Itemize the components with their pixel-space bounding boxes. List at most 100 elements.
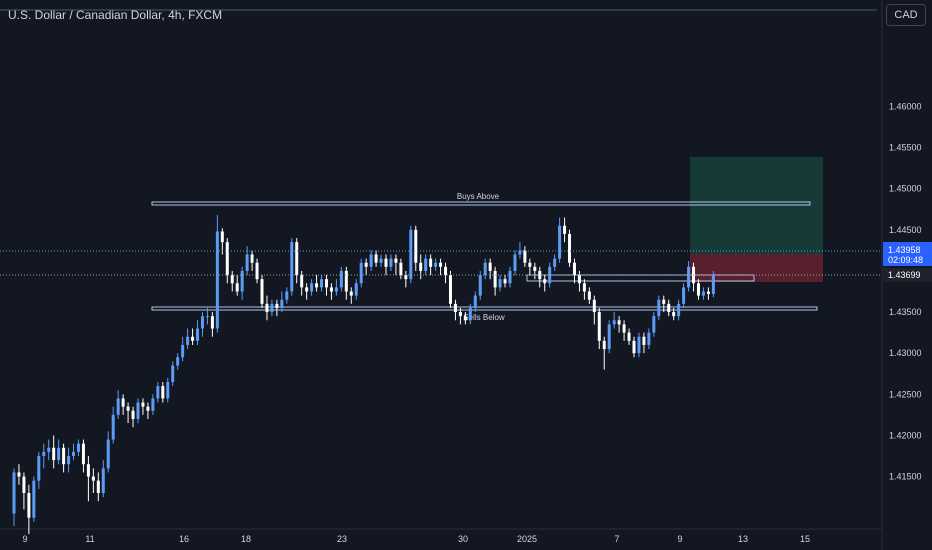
candle-body [196,328,200,341]
candle-body [186,336,190,345]
candle-body [250,254,254,263]
candle-body [17,472,21,477]
candle-body [22,476,26,493]
time-tick-label: 11 [85,534,94,544]
candle-body [176,357,180,366]
candle-body [106,439,110,469]
time-tick-label: 16 [179,534,189,544]
candle-body [220,231,224,243]
candle-body [72,451,76,456]
candle-body [523,250,527,263]
candle-body [597,312,601,341]
candle-body [280,299,284,308]
candle-body [553,258,557,267]
price-tick-label: 1.41500 [889,472,922,482]
candle-body [399,262,403,276]
candle-body [81,443,85,465]
level-price-badge [883,268,932,282]
candle-body [483,262,487,276]
candle-body [96,480,100,493]
candle-body [52,447,56,461]
candle-body [488,262,492,271]
candle-body [458,312,462,317]
currency-button[interactable]: CAD [886,4,926,26]
candle-body [215,231,219,329]
candle-body [12,472,16,514]
candle-body [151,398,155,411]
candle-body [156,386,160,399]
candle-body [57,447,61,461]
candle-body [161,386,165,399]
candle-body [498,279,502,288]
candle-body [453,303,457,313]
candle-body [434,262,438,267]
candle-body [632,340,636,354]
candle-body [136,402,140,419]
candle-body [478,275,482,296]
candle-body [429,258,433,267]
candle-body [364,262,368,267]
candle-body [42,451,46,456]
candle-body [121,398,125,407]
candle-body [369,254,373,267]
candle-body [682,287,686,304]
sells-below-label: Sells Below [463,313,505,322]
candle-body [359,262,363,284]
candle-body [503,279,507,284]
candle-body [111,414,115,440]
candle-body [324,279,328,288]
candle-body [334,287,338,292]
time-tick-label: 7 [614,534,619,544]
support-box[interactable] [526,274,755,282]
candle-body [116,398,120,415]
last-price-badge [883,242,932,266]
candle-body [572,262,576,276]
candle-body [270,303,274,313]
candle-body [290,242,294,292]
candle-body [210,316,214,329]
candle-body [344,270,348,292]
candle-body [672,312,676,317]
candle-body [300,275,304,288]
candle-body [225,242,229,276]
stop-zone[interactable] [690,254,823,282]
candle-body [538,270,542,280]
candle-body [667,303,671,313]
candle-body [533,266,537,271]
candle-body [329,287,333,292]
candle-body [612,320,616,325]
candle-body [563,225,567,234]
time-tick-label: 9 [22,534,27,544]
time-tick-label: 18 [241,534,251,544]
candle-body [86,464,90,477]
price-axis[interactable]: 1.46000 1.45500 1.45000 1.44500 1.43500 1.430… [889,101,922,481]
buys-above-line[interactable] [151,201,811,206]
price-tick-label: 1.44500 [889,225,922,235]
candle-body [687,266,691,288]
candle-body [230,275,234,284]
candle-body [126,406,130,411]
candle-body [508,270,512,284]
candle-body [76,443,80,452]
candle-body [265,303,269,313]
candle-body [320,279,324,288]
candle-body [577,275,581,284]
sells-below-line[interactable] [151,306,818,311]
time-tick-label: 15 [800,534,810,544]
candle-body [245,254,249,271]
candle-body [141,402,145,407]
candle-body [528,262,532,267]
candle-body [275,303,279,308]
candle-body [235,283,239,292]
candle-body [617,320,621,325]
candle-body [349,291,353,296]
time-axis[interactable]: 9 11 16 18 23 30 2025 7 9 13 15 [22,534,810,544]
candle-body [27,492,31,518]
time-tick-label: 30 [458,534,468,544]
candle-body [473,295,477,308]
candle-body [657,299,661,317]
candle-body [374,254,378,263]
candle-body [607,324,611,350]
price-tick-label: 1.43000 [889,348,922,358]
